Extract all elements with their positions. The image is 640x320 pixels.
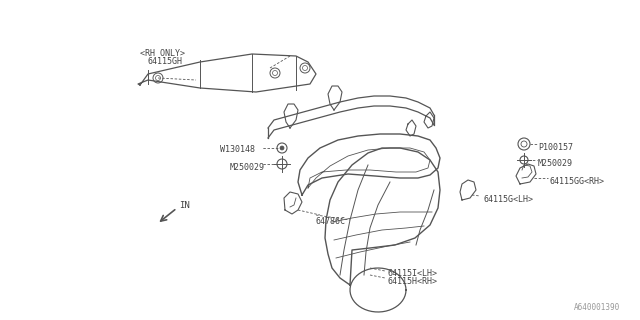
Text: IN: IN [179,202,189,211]
Circle shape [280,146,284,150]
Text: A640001390: A640001390 [573,303,620,312]
Text: 64115G<LH>: 64115G<LH> [483,195,533,204]
Text: 64786C: 64786C [316,218,346,227]
Text: W130148: W130148 [220,146,255,155]
Text: M250029: M250029 [538,158,573,167]
Text: 64115I<LH>: 64115I<LH> [387,269,437,278]
Text: 64115GG<RH>: 64115GG<RH> [549,177,604,186]
Text: 64115GH: 64115GH [148,58,183,67]
Text: <RH ONLY>: <RH ONLY> [140,50,185,59]
Text: 64115H<RH>: 64115H<RH> [387,277,437,286]
Text: M250029: M250029 [230,163,265,172]
Text: P100157: P100157 [538,142,573,151]
